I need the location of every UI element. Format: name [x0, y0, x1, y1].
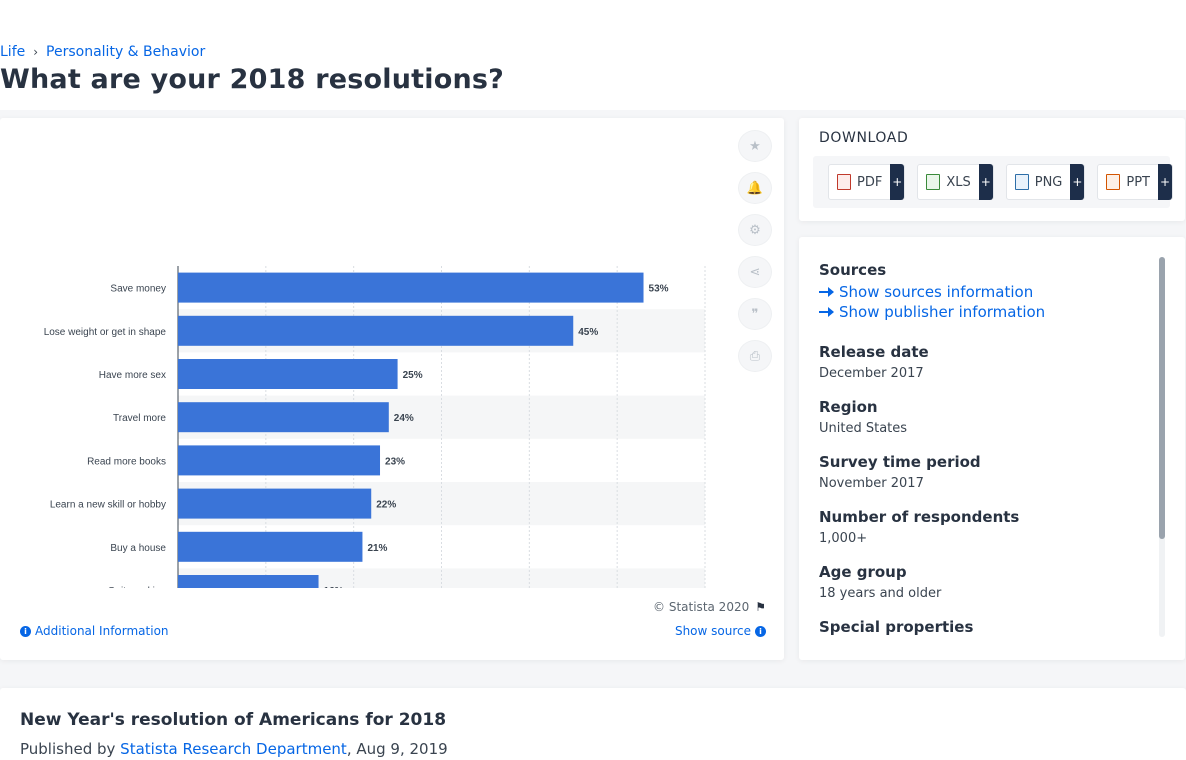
- chart-tools: ★ 🔔 ⚙ ⋖ ❞ ⎙: [738, 130, 772, 372]
- info-content: Sources Show sources information Show pu…: [819, 261, 1149, 636]
- show-publisher-link[interactable]: Show publisher information: [819, 303, 1149, 321]
- category-label: Buy a house: [110, 543, 166, 554]
- show-sources-label: Show sources information: [839, 283, 1034, 301]
- breadcrumb: Life › Personality & Behavior: [0, 44, 205, 60]
- publisher-link[interactable]: Statista Research Department: [120, 740, 347, 758]
- download-xls-button[interactable]: XLS +: [917, 164, 994, 200]
- download-ppt-button[interactable]: PPT +: [1097, 164, 1173, 200]
- category-label: Travel more: [113, 413, 166, 424]
- plus-icon[interactable]: +: [1158, 164, 1172, 200]
- category-label: Save money: [110, 284, 166, 295]
- bar: [178, 402, 389, 433]
- show-sources-link[interactable]: Show sources information: [819, 283, 1149, 301]
- bar: [178, 359, 398, 389]
- png-label: PNG: [1034, 174, 1063, 190]
- ppt-file-icon: [1106, 174, 1121, 190]
- data-label: 25%: [403, 370, 423, 381]
- print-icon[interactable]: ⎙: [738, 340, 772, 372]
- scrollbar[interactable]: [1159, 257, 1165, 539]
- bar: [178, 575, 319, 588]
- bar: [178, 531, 363, 562]
- category-label: Read more books: [87, 456, 166, 467]
- additional-info-link[interactable]: i Additional Information: [20, 624, 169, 638]
- png-file-icon: [1014, 174, 1029, 190]
- publish-date: , Aug 9, 2019: [346, 740, 448, 758]
- bar: [178, 488, 372, 519]
- flag-icon[interactable]: ⚑: [755, 600, 766, 614]
- page-title: What are your 2018 resolutions?: [0, 64, 504, 95]
- data-label: 16%: [324, 586, 344, 588]
- data-label: 24%: [394, 413, 414, 424]
- survey-period-label: Survey time period: [819, 453, 981, 471]
- age-group-label: Age group: [819, 563, 907, 581]
- arrow-right-icon: [819, 287, 834, 297]
- xls-file-icon: [926, 174, 941, 190]
- respondents-value: 1,000+: [819, 531, 868, 546]
- show-publisher-label: Show publisher information: [839, 303, 1046, 321]
- scrollbar-thumb[interactable]: [1159, 257, 1165, 539]
- gear-icon[interactable]: ⚙: [738, 214, 772, 246]
- data-label: 53%: [649, 284, 669, 295]
- category-label: Learn a new skill or hobby: [50, 500, 166, 511]
- pdf-label: PDF: [857, 174, 883, 190]
- footer-card: New Year's resolution of Americans for 2…: [0, 688, 1186, 760]
- info-card: Sources Show sources information Show pu…: [799, 237, 1185, 660]
- additional-info-label: Additional Information: [35, 624, 169, 638]
- category-label: Quit smoking: [108, 586, 166, 588]
- ppt-label: PPT: [1126, 174, 1150, 190]
- xls-label: XLS: [946, 174, 971, 190]
- download-buttons: PDF + XLS + PNG + PPT +: [813, 156, 1173, 208]
- breadcrumb-personality[interactable]: Personality & Behavior: [46, 44, 206, 60]
- age-group-value: 18 years and older: [819, 586, 942, 601]
- show-source-link[interactable]: Show source i: [675, 624, 766, 638]
- copyright: © Statista 2020 ⚑: [653, 600, 766, 614]
- data-label: 45%: [578, 327, 598, 338]
- top-band: [0, 0, 1186, 110]
- download-card: DOWNLOAD PDF + XLS + PNG + PPT +: [799, 118, 1185, 221]
- bell-icon[interactable]: 🔔: [738, 172, 772, 204]
- pdf-file-icon: [837, 174, 851, 190]
- bar: [178, 272, 644, 303]
- info-icon: i: [755, 625, 766, 637]
- download-title: DOWNLOAD: [819, 130, 909, 146]
- bar: [178, 445, 381, 476]
- share-icon[interactable]: ⋖: [738, 256, 772, 288]
- download-pdf-button[interactable]: PDF +: [828, 164, 906, 200]
- plus-icon[interactable]: +: [978, 164, 993, 200]
- download-png-button[interactable]: PNG +: [1005, 164, 1086, 200]
- statistic-title: New Year's resolution of Americans for 2…: [20, 710, 447, 730]
- data-label: 23%: [385, 456, 405, 467]
- bar: [178, 315, 574, 346]
- info-icon: i: [20, 625, 31, 637]
- data-label: 21%: [367, 543, 387, 554]
- breadcrumb-life[interactable]: Life: [0, 44, 26, 60]
- star-icon[interactable]: ★: [738, 130, 772, 162]
- published-by: Published by Statista Research Departmen…: [20, 740, 448, 758]
- release-date-value: December 2017: [819, 366, 924, 381]
- published-by-label: Published by: [20, 740, 116, 758]
- survey-period-value: November 2017: [819, 476, 924, 491]
- release-date-label: Release date: [819, 343, 929, 361]
- arrow-right-icon: [819, 307, 834, 317]
- respondents-label: Number of respondents: [819, 508, 1020, 526]
- quote-icon[interactable]: ❞: [738, 298, 772, 330]
- region-label: Region: [819, 398, 878, 416]
- chevron-right-icon: ›: [33, 45, 39, 59]
- plus-icon[interactable]: +: [1070, 164, 1085, 200]
- data-label: 22%: [376, 500, 396, 511]
- sources-label: Sources: [819, 261, 887, 279]
- category-label: Have more sex: [99, 370, 166, 381]
- category-label: Lose weight or get in shape: [44, 327, 167, 338]
- copyright-text: © Statista 2020: [653, 600, 750, 614]
- show-source-label: Show source: [674, 624, 751, 638]
- plus-icon[interactable]: +: [890, 164, 905, 200]
- region-value: United States: [819, 421, 908, 436]
- special-properties-label: Special properties: [819, 618, 974, 636]
